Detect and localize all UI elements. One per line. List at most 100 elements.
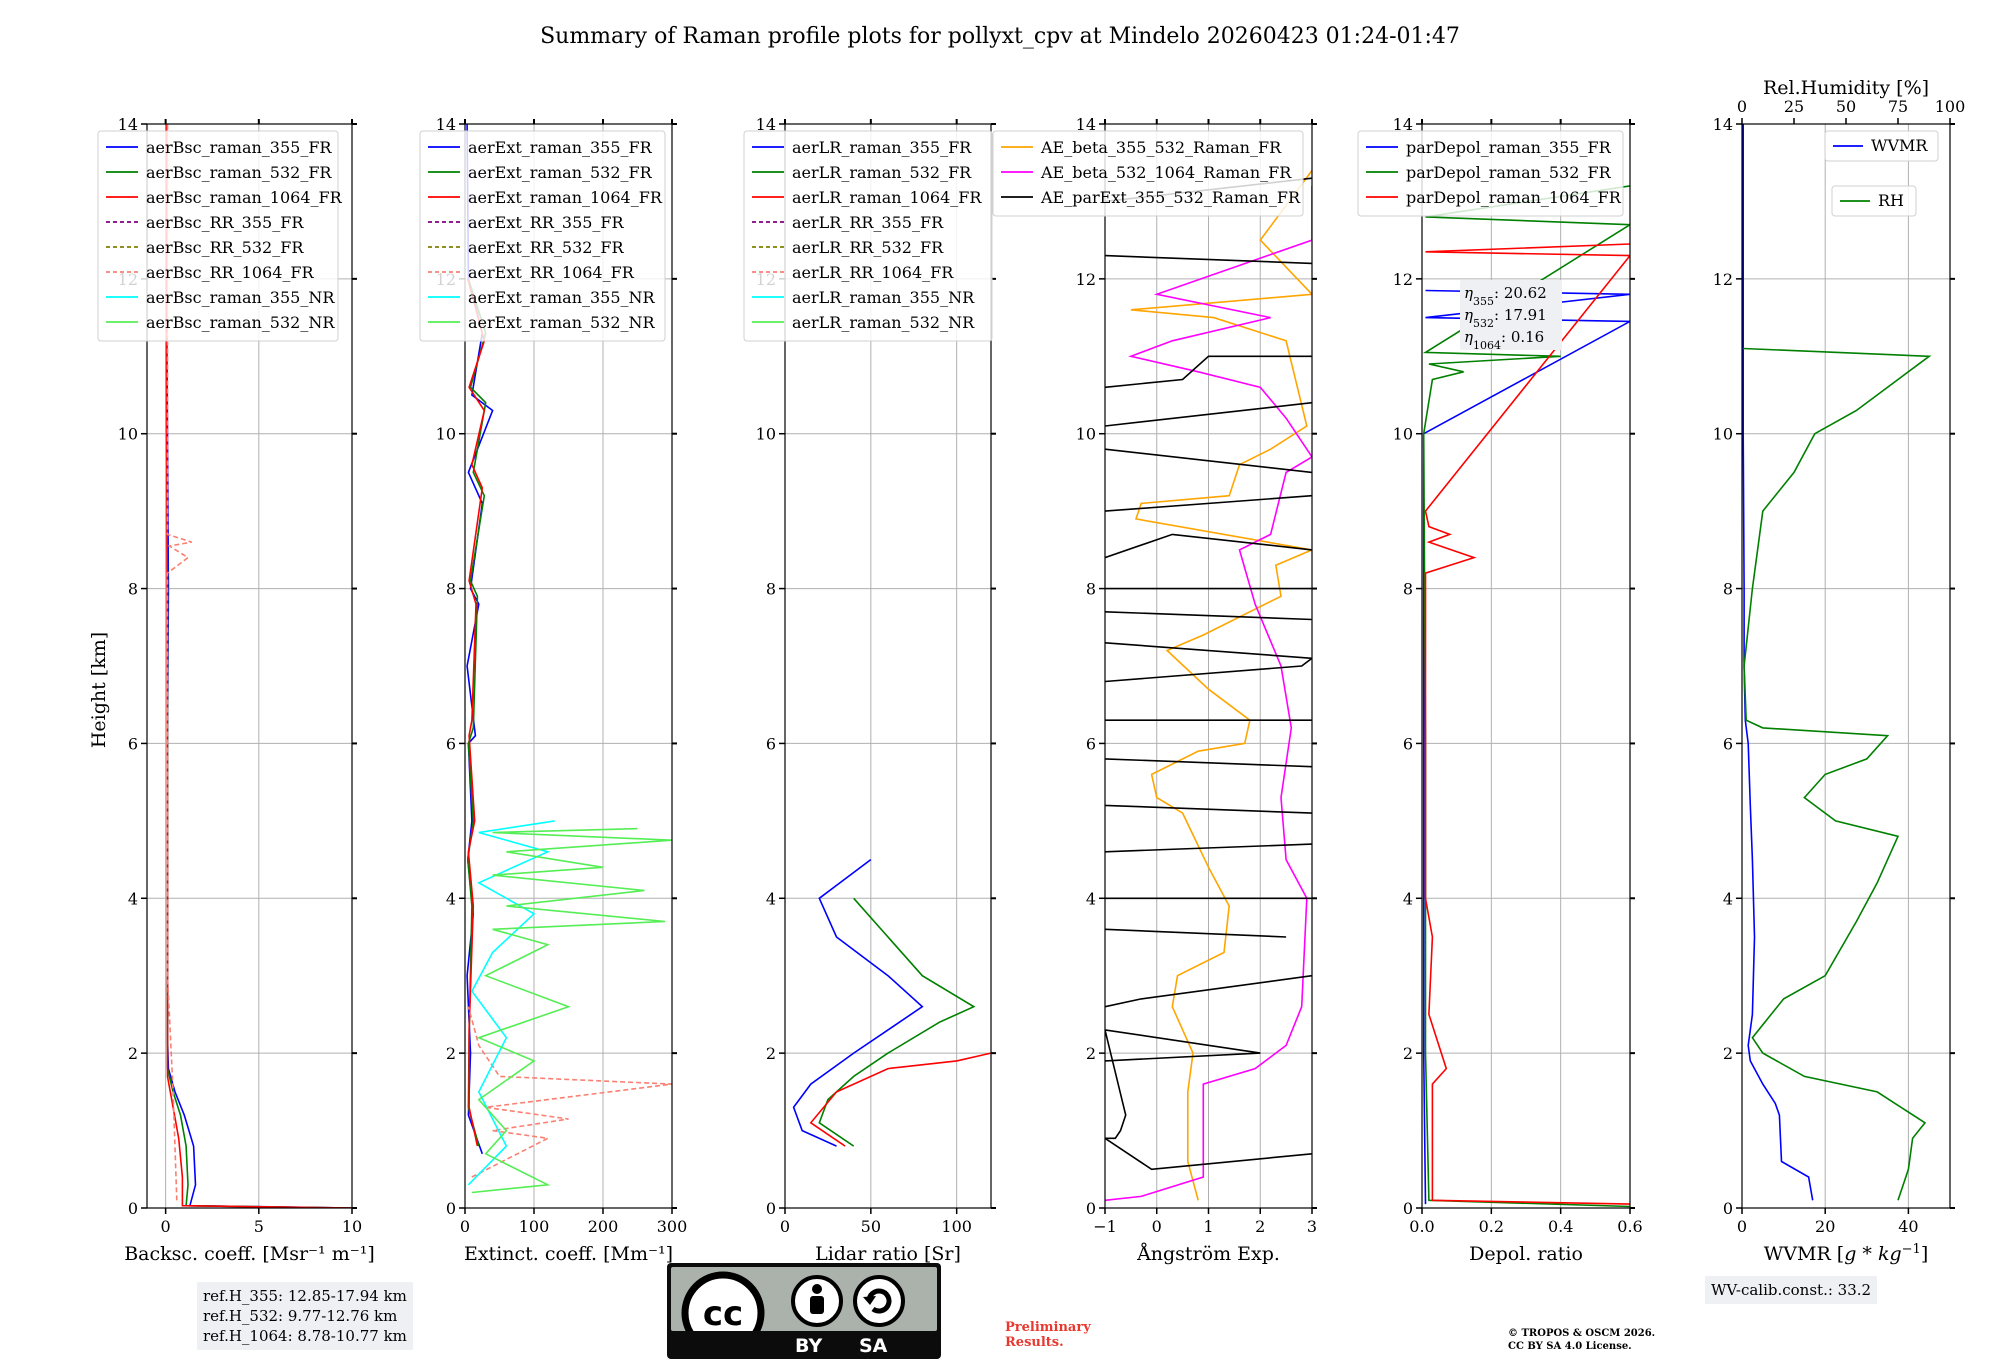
x-tick-label: 0.4 — [1548, 1217, 1573, 1236]
series-line-AE_parExt_355_532_Raman_FR — [1105, 448, 1312, 474]
series-line-aerLR_raman_1064_FR — [809, 1052, 991, 1147]
x-tick-label: 50 — [861, 1217, 881, 1236]
legend-label: aerExt_raman_1064_FR — [468, 188, 663, 207]
y-tick-label: 0 — [1086, 1199, 1096, 1218]
axes-frame — [464, 123, 673, 1209]
y-tick-label: 8 — [766, 580, 776, 599]
y-tick-label: 2 — [128, 1044, 138, 1063]
y-tick-label: 6 — [446, 734, 456, 753]
x-tick-label: 0 — [1737, 1217, 1747, 1236]
y-tick-label: 10 — [436, 425, 456, 444]
legend-label: aerExt_raman_355_NR — [468, 288, 656, 307]
series-line-AE_parExt_355_532_Raman_FR — [1105, 974, 1312, 1008]
y-tick-label: 14 — [1393, 115, 1413, 134]
y-tick-label: 10 — [1076, 425, 1096, 444]
cc-logo-text: cc — [703, 1294, 743, 1331]
eta-value: η1064: 0.16 — [1464, 328, 1544, 352]
reference-height-box: ref.H_355: 12.85-17.94 km ref.H_532: 9.7… — [197, 1282, 413, 1350]
cc-sa-label: SA — [859, 1335, 888, 1357]
x-tick-label: 0.6 — [1617, 1217, 1642, 1236]
legend-label: aerBsc_raman_532_FR — [146, 163, 332, 182]
x-tick-label: 200 — [588, 1217, 619, 1236]
cc-license-badge: cc BY SA — [667, 1263, 941, 1359]
y-tick-label: 4 — [766, 889, 776, 908]
legend-ext: aerExt_raman_355_FR aerExt_raman_532_FRae… — [419, 130, 666, 342]
preliminary-results-note: Preliminary Results. — [1005, 1320, 1091, 1350]
y-tick-label: 0 — [446, 1199, 456, 1218]
series-line-parDepol_raman_532_FR — [1422, 185, 1630, 1208]
legend-lr: aerLR_raman_355_FR aerLR_raman_532_FR aerL… — [743, 130, 993, 342]
ref-h-355: ref.H_355: 12.85-17.94 km — [203, 1287, 407, 1305]
legend-label: aerLR_raman_355_NR — [792, 288, 975, 307]
series-line-aerLR_raman_355_FR — [792, 858, 924, 1147]
series-line-RH — [1742, 347, 1932, 1201]
x-tick-label: 0.0 — [1409, 1217, 1434, 1236]
legend-WVMR: WVMR — [1824, 130, 1939, 162]
legend-label: parDepol_raman_532_FR — [1406, 163, 1612, 182]
x-tick-label: 0 — [460, 1217, 470, 1236]
y-axis-label: Height [km] — [88, 632, 110, 748]
legend-label: aerBsc_raman_532_NR — [146, 313, 335, 332]
y-tick-label: 12 — [1076, 270, 1096, 289]
legend-label: aerExt_raman_532_FR — [468, 163, 653, 182]
y-tick-label: 4 — [1723, 889, 1733, 908]
y-tick-label: 14 — [756, 115, 776, 134]
legend-label: aerBsc_raman_355_FR — [146, 138, 332, 157]
figure-title: Summary of Raman profile plots for polly… — [540, 24, 1460, 49]
y-tick-label: 8 — [446, 580, 456, 599]
y-tick-label: 6 — [1403, 734, 1413, 753]
y-tick-label: 6 — [1086, 734, 1096, 753]
legend-label: aerBsc_RR_355_FR — [146, 213, 304, 232]
share-alike-icon — [853, 1275, 905, 1327]
axes-frame — [784, 123, 992, 1209]
y-tick-label: 0 — [1723, 1199, 1733, 1218]
y-tick-label: 8 — [1403, 580, 1413, 599]
legend-label: aerLR_RR_532_FR — [792, 238, 944, 257]
y-tick-label: 0 — [128, 1199, 138, 1218]
x-axis-label: WVMR [g * kg−1] — [1764, 1242, 1928, 1266]
legend-label: aerExt_RR_532_FR — [468, 238, 625, 257]
y-tick-label: 6 — [1723, 734, 1733, 753]
x-tick-label: 0 — [161, 1217, 171, 1236]
legend-label: aerExt_raman_355_FR — [468, 138, 653, 157]
series-line-aerBsc_RR_1064_FR — [166, 124, 192, 1201]
x-tick-label: 5 — [254, 1217, 264, 1236]
legend-label: RH — [1878, 191, 1904, 210]
x-tick-label: 40 — [1898, 1217, 1918, 1236]
series-line-AE_parExt_355_532_Raman_FR — [1105, 843, 1312, 853]
series-line-AE_parExt_355_532_Raman_FR — [1105, 401, 1312, 427]
y-tick-label: 10 — [1393, 425, 1413, 444]
series-line-AE_parExt_355_532_Raman_FR — [1105, 254, 1312, 265]
x-tick-label: 100 — [941, 1217, 972, 1236]
series-line-AE_parExt_355_532_Raman_FR — [1105, 804, 1312, 814]
series-line-aerLR_raman_532_FR — [818, 897, 976, 1147]
y-tick-label: 6 — [766, 734, 776, 753]
legend-label: aerLR_RR_355_FR — [792, 213, 944, 232]
series-line-AE_parExt_355_532_Raman_FR — [1105, 758, 1312, 768]
x-tick-label: 0 — [1152, 1217, 1162, 1236]
x-axis-label: Lidar ratio [Sr] — [815, 1243, 961, 1265]
y-tick-label: 6 — [128, 734, 138, 753]
y-tick-label: 12 — [1713, 270, 1733, 289]
y-tick-label: 8 — [1723, 580, 1733, 599]
y-tick-label: 0 — [1403, 1199, 1413, 1218]
eta-value: η532: 17.91 — [1464, 306, 1547, 330]
series-line-aerExt_raman_532_NR — [471, 827, 672, 1194]
series-line-AE_parExt_355_532_Raman_FR — [1105, 928, 1287, 938]
top-x-tick-label: 25 — [1784, 97, 1804, 116]
legend-label: aerExt_RR_355_FR — [468, 213, 625, 232]
legend-label: aerLR_RR_1064_FR — [792, 263, 954, 282]
legend-label: parDepol_raman_355_FR — [1406, 138, 1612, 157]
y-tick-label: 2 — [766, 1044, 776, 1063]
legend-label: aerLR_raman_1064_FR — [792, 188, 982, 207]
y-tick-label: 8 — [1086, 580, 1096, 599]
x-tick-label: 20 — [1815, 1217, 1835, 1236]
y-tick-label: 4 — [128, 889, 138, 908]
x-axis-label: Backsc. coeff. [Msr⁻¹ m⁻¹] — [124, 1243, 375, 1265]
x-tick-label: 300 — [657, 1217, 688, 1236]
x-tick-label: 1 — [1203, 1217, 1213, 1236]
legend-label: WVMR — [1871, 136, 1928, 155]
y-tick-label: 10 — [1713, 425, 1733, 444]
y-tick-label: 14 — [1076, 115, 1096, 134]
